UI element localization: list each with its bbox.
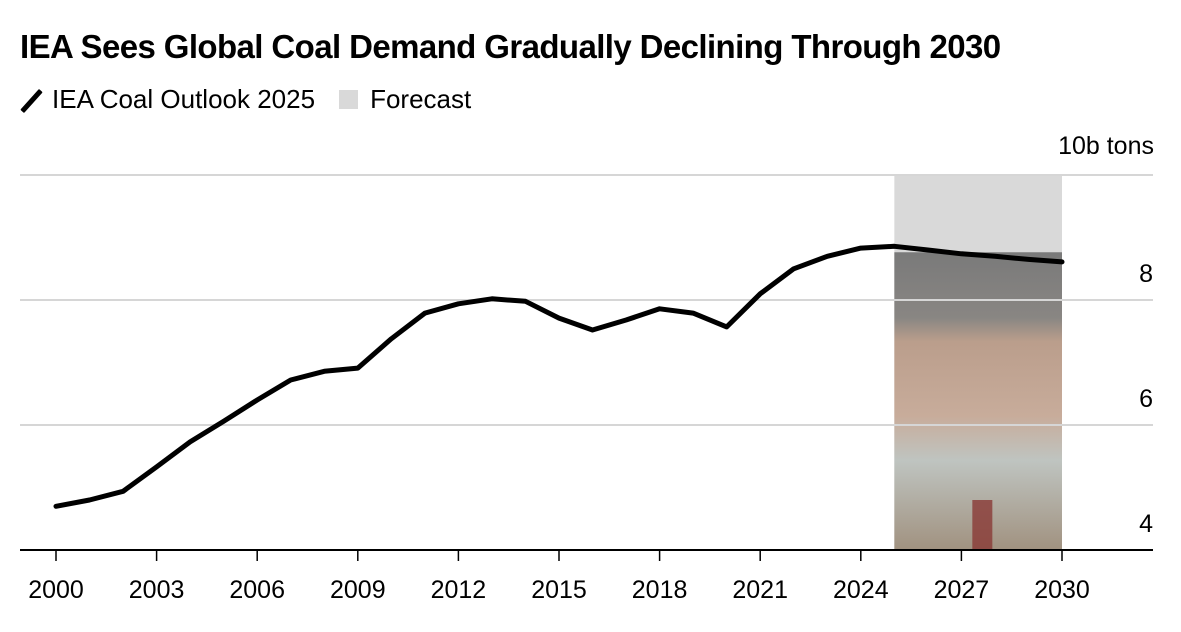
x-tick-label: 2003 [129, 576, 185, 604]
y-tick-label: 8 [1139, 260, 1153, 288]
x-tick-label: 2027 [934, 576, 990, 604]
x-tick-label: 2021 [732, 576, 788, 604]
y-tick-label: 4 [1139, 510, 1153, 538]
x-tick-label: 2024 [833, 576, 889, 604]
photo-tie [972, 500, 993, 550]
legend-label-outlook: IEA Coal Outlook 2025 [52, 84, 316, 114]
x-tick-label: 2000 [28, 576, 84, 604]
series-line-iea-coal-outlook-2025 [53, 243, 1065, 509]
y-axis-unit-label: 10b tons [1058, 132, 1154, 160]
x-tick-label: 2018 [632, 576, 688, 604]
x-tick-label: 2009 [330, 576, 386, 604]
forecast-swatch-icon [339, 90, 359, 109]
legend-item-outlook: IEA Coal Outlook 2025 [20, 84, 315, 115]
y-tick-label: 6 [1139, 385, 1153, 413]
x-tick-label: 2012 [431, 576, 487, 604]
legend-item-forecast: Forecast [339, 84, 471, 115]
x-tick-label: 2030 [1034, 576, 1090, 604]
legend-label-forecast: Forecast [370, 84, 472, 114]
legend: IEA Coal Outlook 2025 Forecast [20, 84, 495, 115]
chart-title: IEA Sees Global Coal Demand Gradually De… [20, 28, 1001, 65]
x-tick-label: 2015 [531, 576, 587, 604]
x-tick-label: 2006 [229, 576, 285, 604]
